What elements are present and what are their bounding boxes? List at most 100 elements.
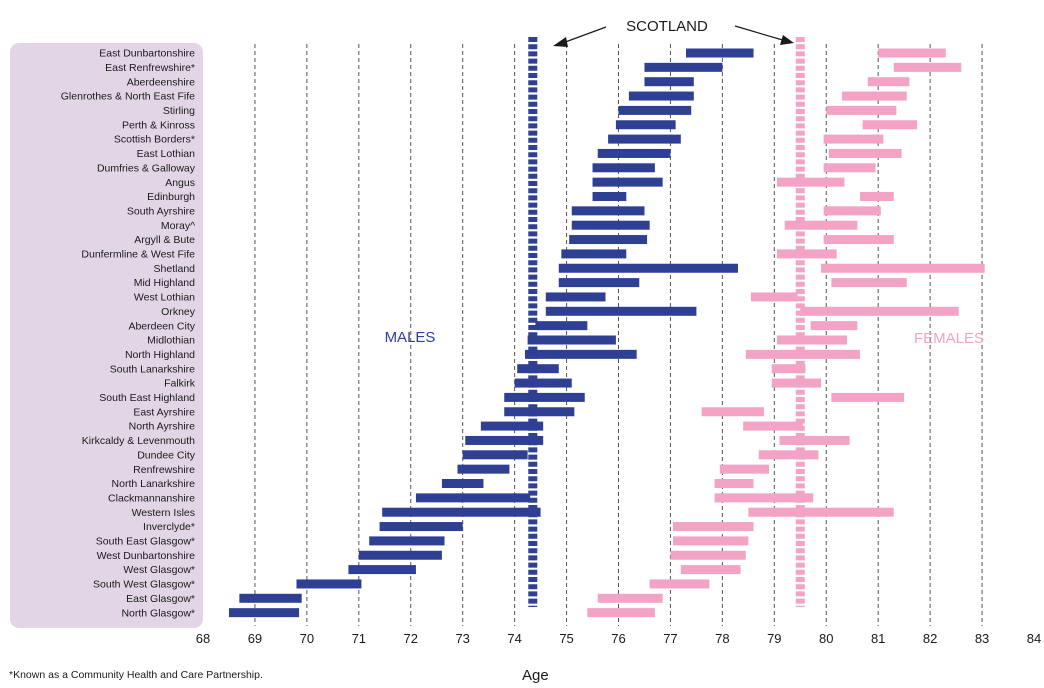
category-label: Scottish Borders* bbox=[114, 134, 195, 146]
males-label: MALES bbox=[385, 329, 436, 346]
females-bar bbox=[826, 105, 897, 115]
females-bar bbox=[670, 550, 746, 560]
x-tick-label: 82 bbox=[923, 631, 937, 646]
females-bar bbox=[776, 335, 848, 345]
category-label: Orkney bbox=[161, 306, 196, 318]
females-bar bbox=[823, 134, 884, 144]
category-label: Dunfermline & West Fife bbox=[81, 249, 195, 261]
category-label: East Ayrshire bbox=[133, 406, 195, 418]
females-bar bbox=[750, 292, 798, 302]
females-bar bbox=[867, 77, 910, 87]
x-tick-label: 72 bbox=[404, 631, 418, 646]
males-bar bbox=[686, 48, 754, 58]
females-bar bbox=[779, 435, 850, 445]
males-bar bbox=[571, 220, 650, 230]
males-bar bbox=[571, 206, 645, 216]
males-bar bbox=[228, 608, 300, 618]
males-bar bbox=[239, 593, 302, 603]
category-label: Angus bbox=[165, 177, 195, 189]
category-label: Glenrothes & North East Fife bbox=[61, 91, 195, 103]
females-bar bbox=[587, 608, 655, 618]
x-tick-labels: 68 69 70 71 72 73 74 75 76 77 78 79 80 81 82 83 84 bbox=[196, 631, 1041, 646]
females-bar bbox=[776, 249, 837, 259]
category-label: South West Glasgow* bbox=[93, 579, 195, 591]
females-bar bbox=[649, 579, 710, 589]
category-label: Shetland bbox=[154, 263, 196, 275]
category-label: East Lothian bbox=[137, 148, 196, 160]
females-bar bbox=[878, 48, 946, 58]
males-bar bbox=[558, 278, 640, 288]
males-bar bbox=[348, 565, 416, 575]
males-bar bbox=[569, 235, 648, 245]
males-bar bbox=[480, 421, 544, 431]
males-bar bbox=[514, 378, 572, 388]
category-label: East Dunbartonshire bbox=[99, 48, 195, 60]
category-label: West Glasgow* bbox=[123, 564, 195, 576]
males-bar bbox=[358, 550, 442, 560]
category-label: Moray^ bbox=[161, 220, 195, 232]
x-tick-label: 78 bbox=[715, 631, 729, 646]
males-bar bbox=[615, 120, 676, 130]
reference-lines bbox=[528, 37, 805, 607]
category-label: Aberdeenshire bbox=[127, 76, 195, 88]
females-bar bbox=[673, 536, 749, 546]
males-bar bbox=[525, 349, 637, 359]
category-label: South East Glasgow* bbox=[96, 536, 195, 548]
scotland-arrow-right bbox=[734, 25, 787, 42]
females-bar bbox=[714, 493, 814, 503]
males-bar bbox=[592, 177, 663, 187]
males-bar bbox=[517, 364, 559, 374]
category-label: Aberdeen City bbox=[128, 320, 195, 332]
males-bar bbox=[644, 62, 723, 72]
females-bar bbox=[597, 593, 663, 603]
males-bar bbox=[545, 306, 697, 316]
females-bar bbox=[784, 220, 858, 230]
category-label: North Glasgow* bbox=[121, 607, 195, 619]
males-bar bbox=[535, 321, 588, 331]
scotland-arrow-left bbox=[559, 26, 607, 45]
males-bar bbox=[628, 91, 694, 101]
x-tick-label: 75 bbox=[559, 631, 573, 646]
females-bar bbox=[714, 479, 754, 488]
category-label: Falkirk bbox=[164, 378, 196, 390]
x-tick-label: 68 bbox=[196, 631, 210, 646]
females-bar bbox=[893, 62, 962, 72]
males-bar bbox=[462, 450, 528, 460]
x-tick-label: 77 bbox=[663, 631, 677, 646]
females-bar bbox=[828, 148, 902, 158]
category-label: South Lanarkshire bbox=[110, 363, 195, 375]
x-tick-label: 73 bbox=[455, 631, 469, 646]
males-bar bbox=[558, 263, 738, 273]
females-bar bbox=[831, 392, 905, 402]
category-label: North Ayrshire bbox=[129, 421, 195, 433]
females-bar bbox=[701, 407, 764, 417]
females-bar bbox=[771, 364, 806, 374]
x-tick-label: 80 bbox=[819, 631, 833, 646]
category-label: Argyll & Bute bbox=[134, 234, 195, 246]
category-label: Clackmannanshire bbox=[108, 492, 195, 504]
females-bar bbox=[800, 306, 959, 316]
category-label: South Ayrshire bbox=[127, 205, 195, 217]
scotland-label: SCOTLAND bbox=[626, 18, 708, 35]
category-labels: East Dunbartonshire East Renfrewshire* Abe… bbox=[61, 48, 196, 620]
category-label: Western Isles bbox=[132, 507, 195, 519]
females-bar bbox=[758, 450, 819, 460]
females-bar bbox=[860, 192, 894, 201]
scotland-arrowhead-left bbox=[553, 37, 568, 47]
females-bar bbox=[862, 120, 918, 130]
scotland-annotation: SCOTLAND bbox=[553, 18, 794, 47]
males-bar bbox=[504, 407, 575, 417]
males-bar bbox=[441, 479, 484, 488]
range-bars bbox=[228, 48, 985, 618]
females-bar bbox=[748, 507, 894, 517]
footnote: *Known as a Community Health and Care Pa… bbox=[9, 669, 263, 681]
x-tick-label: 71 bbox=[352, 631, 366, 646]
males-bar bbox=[592, 192, 627, 201]
males-bar bbox=[527, 335, 616, 345]
females-bar bbox=[821, 263, 985, 273]
males-bar bbox=[457, 464, 510, 474]
males-bar bbox=[597, 148, 671, 158]
x-tick-label: 84 bbox=[1027, 631, 1041, 646]
category-label: Inverclyde* bbox=[143, 521, 195, 533]
